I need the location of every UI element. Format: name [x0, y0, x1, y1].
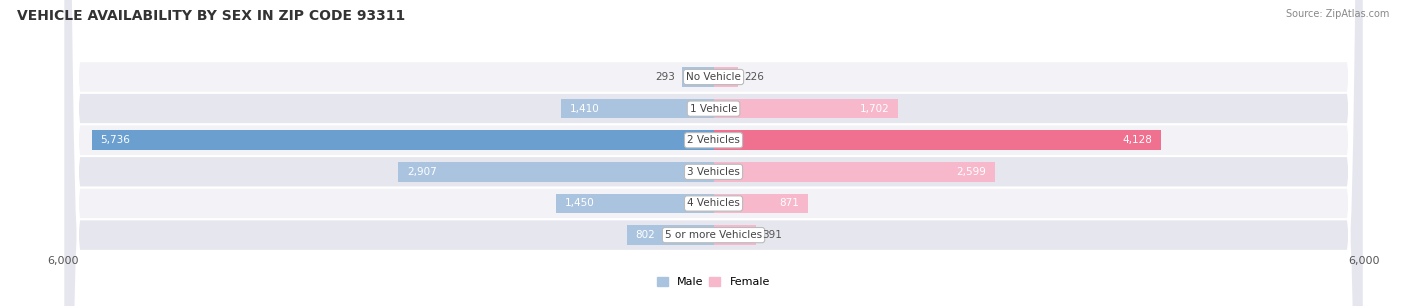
FancyBboxPatch shape — [63, 0, 1364, 306]
Text: 1,450: 1,450 — [565, 199, 595, 208]
Bar — [398, 162, 713, 182]
Text: 1 Vehicle: 1 Vehicle — [690, 104, 737, 114]
Text: 2 Vehicles: 2 Vehicles — [688, 135, 740, 145]
Text: 226: 226 — [745, 72, 765, 82]
Text: 3 Vehicles: 3 Vehicles — [688, 167, 740, 177]
Bar — [713, 162, 995, 182]
Bar — [713, 67, 738, 87]
Text: 1,410: 1,410 — [569, 104, 599, 114]
FancyBboxPatch shape — [63, 0, 1364, 306]
FancyBboxPatch shape — [63, 0, 1364, 306]
Text: Source: ZipAtlas.com: Source: ZipAtlas.com — [1285, 9, 1389, 19]
Text: 1,702: 1,702 — [859, 104, 890, 114]
Text: 5 or more Vehicles: 5 or more Vehicles — [665, 230, 762, 240]
Bar — [713, 99, 898, 118]
Legend: Male, Female: Male, Female — [658, 277, 769, 287]
Text: 802: 802 — [636, 230, 655, 240]
Text: 391: 391 — [762, 230, 782, 240]
FancyBboxPatch shape — [63, 0, 1364, 306]
Bar — [627, 225, 713, 245]
FancyBboxPatch shape — [63, 0, 1364, 306]
Bar — [557, 194, 713, 213]
Text: 871: 871 — [779, 199, 799, 208]
Bar — [713, 130, 1161, 150]
Text: 2,907: 2,907 — [408, 167, 437, 177]
Text: VEHICLE AVAILABILITY BY SEX IN ZIP CODE 93311: VEHICLE AVAILABILITY BY SEX IN ZIP CODE … — [17, 9, 405, 23]
Text: 4,128: 4,128 — [1122, 135, 1153, 145]
Text: No Vehicle: No Vehicle — [686, 72, 741, 82]
Bar — [91, 130, 713, 150]
Bar — [682, 67, 713, 87]
FancyBboxPatch shape — [63, 0, 1364, 306]
Text: 4 Vehicles: 4 Vehicles — [688, 199, 740, 208]
Text: 2,599: 2,599 — [956, 167, 987, 177]
Bar — [561, 99, 713, 118]
Text: 293: 293 — [655, 72, 675, 82]
Bar — [713, 225, 756, 245]
Bar — [713, 194, 808, 213]
Text: 5,736: 5,736 — [101, 135, 131, 145]
